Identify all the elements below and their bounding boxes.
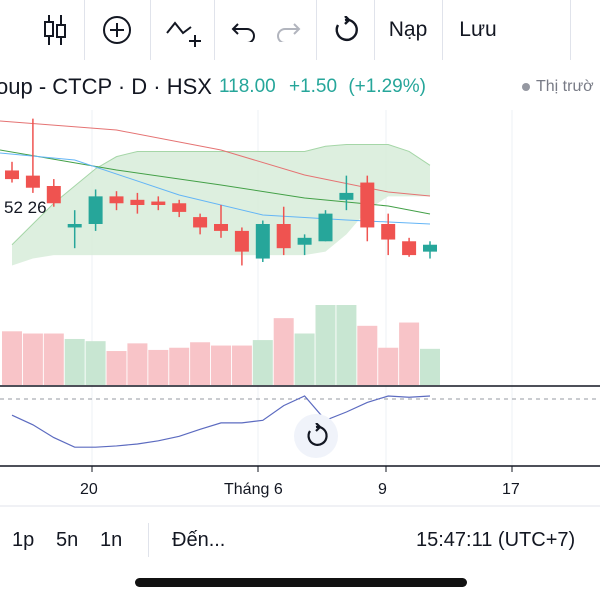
candle-body: [339, 192, 354, 200]
volume-bar: [231, 345, 252, 385]
volume-bar: [148, 349, 169, 385]
reset-chart-button[interactable]: [294, 414, 338, 458]
cloud-upper-line: [11, 144, 431, 246]
lagging-line: [0, 120, 431, 197]
x-axis-label-9: 9: [378, 481, 387, 498]
redo-button[interactable]: [264, 0, 312, 60]
volume-bar: [106, 351, 127, 385]
market-status: Thị trườ: [522, 78, 594, 96]
range-1p-button[interactable]: 1p: [12, 529, 35, 551]
reset-icon: [307, 423, 328, 446]
plus-circle-icon: [103, 16, 131, 44]
candle-body: [67, 224, 82, 228]
volume-bar: [43, 333, 64, 385]
volume-bar: [273, 318, 294, 385]
symbol-name[interactable]: oup - CTCP · D · HSX: [0, 74, 212, 99]
baseline-line: [0, 149, 431, 215]
candle-body: [402, 241, 417, 256]
save-layout-button[interactable]: Lưu: [459, 18, 497, 41]
candle-body: [46, 186, 61, 204]
volume-bar: [336, 305, 357, 385]
timezone-clock[interactable]: 15:47:11 (UTC+7): [416, 529, 576, 551]
candle-body: [25, 175, 40, 188]
bottom-toolbar: 1p 5n 1n Đến... 15:47:11 (UTC+7): [0, 515, 600, 565]
volume-bar: [127, 343, 148, 385]
volume-bar: [190, 342, 211, 385]
market-status-label: Thị trườ: [536, 78, 594, 95]
x-axis-label-thang6: Tháng 6: [224, 481, 283, 498]
candle-body: [172, 203, 187, 212]
candle-body: [297, 237, 312, 245]
candle-body: [255, 224, 270, 259]
top-toolbar: Nạp Lưu: [0, 0, 600, 60]
candle-body: [130, 199, 145, 205]
goto-date-button[interactable]: Đến...: [172, 529, 226, 551]
oscillator-line: [11, 395, 431, 448]
volume-bar: [399, 322, 420, 385]
candle-body: [214, 224, 228, 231]
compare-symbol-button[interactable]: [156, 0, 210, 60]
candle-body: [5, 170, 19, 180]
volume-bar: [64, 338, 85, 385]
x-axis-label-20: 20: [80, 481, 98, 498]
undo-icon: [231, 23, 255, 42]
candle-body: [88, 196, 103, 224]
status-dot-icon: [522, 82, 530, 91]
home-indicator: [135, 578, 467, 587]
x-axis-label-17: 17: [502, 481, 520, 498]
volume-bar: [2, 331, 22, 385]
candle-type-button[interactable]: [28, 0, 82, 60]
candle-body: [276, 224, 291, 249]
last-price: 118.00: [219, 76, 276, 97]
add-indicator-button[interactable]: [90, 0, 144, 60]
candle-body: [360, 182, 375, 228]
redo-icon: [277, 23, 301, 42]
volume-bar: [22, 333, 43, 385]
candle-body: [193, 217, 208, 228]
candlestick-icon: [44, 15, 66, 45]
compare-plus-icon: [166, 21, 201, 47]
candle-body: [109, 196, 124, 204]
volume-bar: [252, 340, 273, 385]
volume-bar: [294, 333, 315, 385]
candle-body: [318, 213, 333, 242]
divider: [148, 523, 149, 557]
volume-bar: [315, 305, 336, 385]
candle-body: [423, 244, 437, 252]
candle-body: [234, 230, 249, 252]
range-5n-button[interactable]: 5n: [56, 529, 79, 551]
price-change: +1.50: [288, 76, 338, 97]
price-change-percent: (+1.29%): [348, 76, 426, 97]
symbol-header: oup - CTCP · D · HSX 118.00 +1.50 (+1.29…: [0, 70, 600, 104]
symbol-price-line: 118.00 +1.50 (+1.29%): [219, 76, 426, 98]
candle-body: [151, 201, 166, 205]
range-1n-button[interactable]: 1n: [100, 529, 123, 551]
volume-bar: [169, 347, 190, 385]
undo-button[interactable]: [220, 0, 268, 60]
reload-button[interactable]: [320, 0, 370, 60]
refresh-icon: [335, 16, 358, 42]
volume-bar: [378, 347, 399, 385]
indicator-values-label: 52 26: [4, 198, 47, 217]
load-layout-button[interactable]: Nạp: [388, 18, 428, 41]
volume-bar: [211, 345, 231, 385]
candle-body: [381, 224, 396, 240]
volume-bar: [420, 348, 440, 385]
volume-bar: [85, 341, 106, 385]
volume-bar: [357, 325, 378, 385]
